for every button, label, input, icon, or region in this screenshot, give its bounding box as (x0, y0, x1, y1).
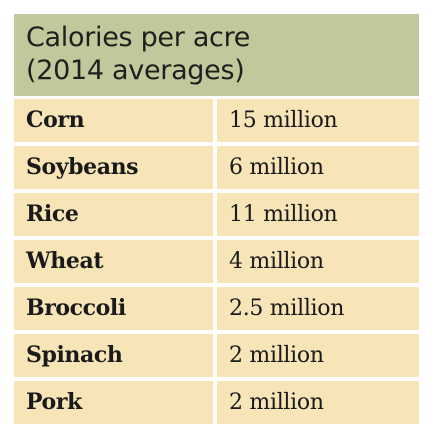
crop-name-cell: Corn (26, 107, 85, 133)
table-row: Rice 11 million (14, 193, 419, 236)
table-body: Corn 15 million Soybeans 6 million Rice 11 mi… (14, 96, 419, 424)
table-title-line-1: Calories per acre (26, 22, 251, 53)
calories-value-cell: 2 million (229, 343, 324, 368)
calories-value-cell: 15 million (229, 108, 338, 133)
table-row: Corn 15 million (14, 99, 419, 142)
row-separator (14, 330, 419, 334)
column-divider (213, 287, 217, 330)
table-row: Soybeans 6 million (14, 146, 419, 189)
crop-name-cell: Wheat (26, 248, 104, 274)
calories-value-cell: 2 million (229, 390, 324, 415)
table-row: Spinach 2 million (14, 334, 419, 377)
crop-name-cell: Rice (26, 201, 79, 227)
row-separator (14, 189, 419, 193)
column-divider (213, 146, 217, 189)
column-divider (213, 334, 217, 377)
calories-value-cell: 2.5 million (229, 296, 345, 321)
table-row: Broccoli 2.5 million (14, 287, 419, 330)
table-row: Pork 2 million (14, 381, 419, 424)
calories-table-card: Calories per acre (2014 averages) Corn 15… (14, 14, 419, 424)
crop-name-cell: Spinach (26, 342, 123, 368)
crop-name-cell: Broccoli (26, 295, 126, 321)
column-divider (213, 381, 217, 424)
row-separator (14, 283, 419, 287)
crop-name-cell: Soybeans (26, 154, 139, 180)
calories-value-cell: 11 million (229, 202, 338, 227)
column-divider (213, 240, 217, 283)
table-row: Wheat 4 million (14, 240, 419, 283)
crop-name-cell: Pork (26, 389, 82, 415)
calories-value-cell: 6 million (229, 155, 324, 180)
row-separator (14, 377, 419, 381)
row-separator (14, 142, 419, 146)
table-title-line-2: (2014 averages) (26, 55, 245, 86)
column-divider (213, 193, 217, 236)
table-header: Calories per acre (2014 averages) (14, 14, 419, 96)
row-separator (14, 96, 419, 99)
row-separator (14, 236, 419, 240)
column-divider (213, 99, 217, 142)
calories-value-cell: 4 million (229, 249, 324, 274)
